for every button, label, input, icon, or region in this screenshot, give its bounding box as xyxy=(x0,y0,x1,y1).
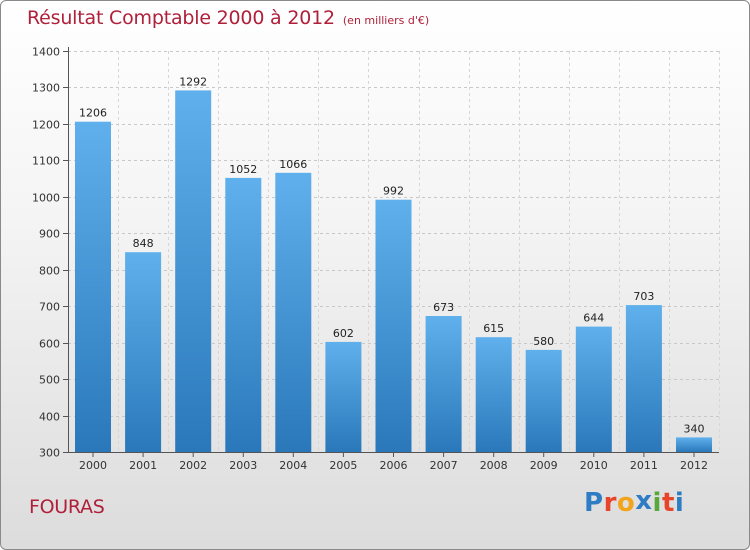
y-tick-label: 900 xyxy=(39,228,60,241)
value-label: 1066 xyxy=(279,158,307,171)
value-label: 580 xyxy=(533,335,554,348)
value-label: 1206 xyxy=(79,107,107,120)
logo-letter: r xyxy=(603,488,617,518)
y-tick-label: 400 xyxy=(39,411,60,424)
logo-letter: i xyxy=(674,488,685,518)
value-label: 602 xyxy=(333,327,354,340)
logo-letter: o xyxy=(616,488,636,518)
x-tick-label: 2003 xyxy=(229,459,257,472)
y-tick-label: 1200 xyxy=(32,119,60,132)
logo-letter: x xyxy=(635,486,653,516)
value-label: 644 xyxy=(583,312,604,325)
chart-title-block: Résultat Comptable 2000 à 2012 (en millie… xyxy=(27,7,429,29)
y-tick-label: 600 xyxy=(39,338,60,351)
x-tick-label: 2000 xyxy=(79,459,107,472)
bar-2006 xyxy=(375,199,412,452)
bar-2004 xyxy=(275,172,312,453)
x-tick-label: 2004 xyxy=(279,459,307,472)
logo-letter: P xyxy=(584,488,604,518)
x-tick-label: 2011 xyxy=(630,459,658,472)
bar-2005 xyxy=(325,341,362,452)
axes xyxy=(63,47,719,457)
logo-letter: t xyxy=(661,488,675,518)
value-label: 1292 xyxy=(179,75,207,88)
value-label: 615 xyxy=(483,322,504,335)
y-tick-label: 1300 xyxy=(32,82,60,95)
y-tick-label: 1100 xyxy=(32,155,60,168)
chart-title: Résultat Comptable 2000 à 2012 xyxy=(27,7,335,29)
x-tick-label: 2005 xyxy=(329,459,357,472)
bar-2002 xyxy=(175,90,212,453)
x-tick-label: 2012 xyxy=(680,459,708,472)
y-tick-label: 500 xyxy=(39,374,60,387)
x-tick-label: 2006 xyxy=(380,459,408,472)
value-label: 673 xyxy=(433,301,454,314)
y-tick-label: 700 xyxy=(39,301,60,314)
bars xyxy=(75,90,712,453)
y-tick-label: 800 xyxy=(39,265,60,278)
bar-2000 xyxy=(75,121,111,452)
labels: 300 400 500 600 700 800 900 1000 1100 1200 1300 140… xyxy=(32,46,708,473)
bar-2010 xyxy=(575,326,612,452)
chart-unit: (en milliers d'€) xyxy=(342,14,430,27)
bar-2008 xyxy=(475,337,512,452)
x-tick-label: 2008 xyxy=(480,459,508,472)
bar-2003 xyxy=(225,177,262,452)
bar-2007 xyxy=(425,316,462,452)
logo-letter: i xyxy=(652,488,662,518)
value-label: 992 xyxy=(383,185,404,198)
value-label: 340 xyxy=(684,422,705,435)
commune-name: FOURAS xyxy=(29,496,105,518)
x-tick-label: 2001 xyxy=(129,459,157,472)
x-tick-label: 2010 xyxy=(580,459,608,472)
value-label: 703 xyxy=(633,290,654,303)
bar-2009 xyxy=(525,349,562,452)
value-label: 848 xyxy=(133,237,154,250)
x-tick-label: 2007 xyxy=(430,459,458,472)
x-tick-label: 2009 xyxy=(530,459,558,472)
bar-2011 xyxy=(625,305,662,452)
bar-2001 xyxy=(125,252,162,452)
bar-2012 xyxy=(676,437,712,452)
y-tick-label: 1000 xyxy=(32,192,60,205)
x-tick-label: 2002 xyxy=(179,459,207,472)
proxiti-logo[interactable]: Proxiti xyxy=(584,486,685,518)
value-label: 1052 xyxy=(229,163,257,176)
y-tick-label: 1400 xyxy=(32,46,60,59)
y-tick-label: 300 xyxy=(39,447,60,460)
